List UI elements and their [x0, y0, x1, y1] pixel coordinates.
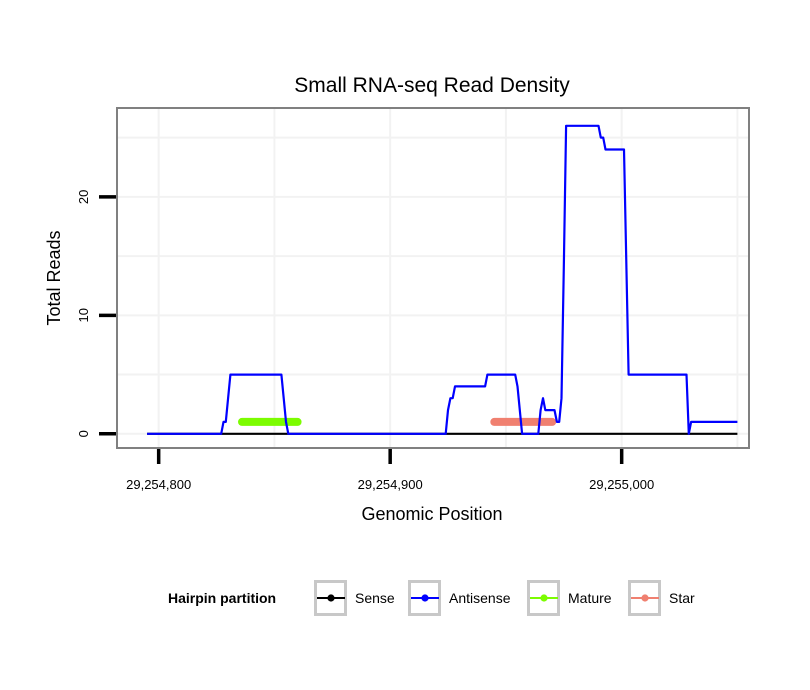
legend-item-star: Star: [628, 580, 695, 616]
legend-entries: Sense Antisense Mature Star: [314, 580, 695, 616]
panel-background: [117, 108, 749, 448]
y-axis: 0 10 20: [76, 190, 116, 437]
legend-key-point: [641, 594, 649, 602]
x-axis: 29,254,800 29,254,900 29,255,000: [126, 449, 654, 492]
y-tick-label: 20: [76, 190, 91, 204]
legend-label: Sense: [355, 590, 395, 606]
legend-key-point: [421, 594, 429, 602]
legend: Hairpin partition Sense Antisense Mature St…: [168, 580, 695, 616]
legend-item-mature: Mature: [527, 580, 612, 616]
y-axis-title: Total Reads: [44, 230, 64, 325]
legend-label: Mature: [568, 590, 612, 606]
y-tick-label: 0: [76, 430, 91, 437]
panel-border: [116, 107, 750, 449]
legend-key-point: [327, 594, 335, 602]
series-line-antisense: [147, 124, 738, 435]
legend-label: Antisense: [449, 590, 511, 606]
x-tick-label: 29,255,000: [589, 477, 654, 492]
legend-item-sense: Sense: [314, 580, 395, 616]
chart-title: Small RNA-seq Read Density: [294, 74, 570, 97]
y-tick-label: 10: [76, 308, 91, 322]
legend-label: Star: [669, 590, 695, 606]
legend-title: Hairpin partition: [168, 590, 276, 606]
series-layer: [147, 124, 738, 435]
legend-key-point: [540, 594, 548, 602]
x-axis-title: Genomic Position: [361, 504, 502, 524]
plot-panel: [116, 107, 750, 449]
legend-item-antisense: Antisense: [408, 580, 511, 616]
x-tick-label: 29,254,900: [358, 477, 423, 492]
x-tick-label: 29,254,800: [126, 477, 191, 492]
